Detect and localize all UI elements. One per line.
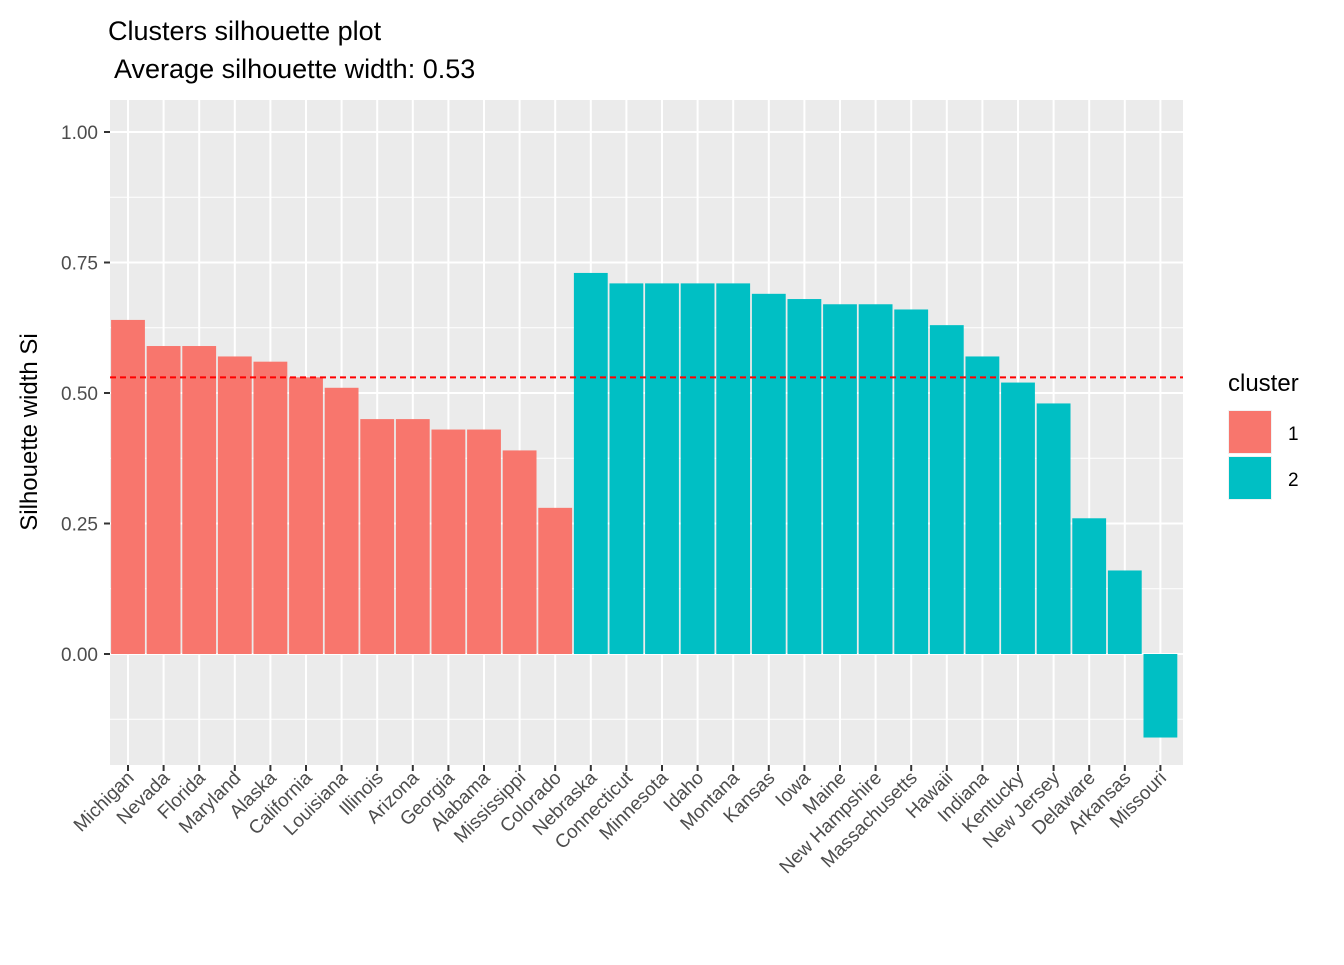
legend-swatch-cluster-1 [1229,411,1271,453]
bar-maine [823,304,857,654]
bar-mississippi [502,450,537,654]
y-tick-label: 0.75 [61,254,98,275]
legend-title: cluster [1228,370,1299,397]
legend-label-cluster-1: 1 [1288,424,1299,445]
bar-delaware [1072,518,1107,654]
bar-arkansas [1107,570,1142,654]
y-tick-label: 0.25 [61,515,98,536]
y-tick-label: 0.00 [61,645,98,666]
legend-swatch-cluster-2 [1229,457,1271,499]
bar-nebraska [573,272,608,654]
bar-indiana [965,356,1000,654]
bars [111,272,1178,738]
bar-massachusetts [894,309,929,654]
bar-iowa [787,299,822,654]
chart-subtitle: Average silhouette width: 0.53 [108,54,475,84]
bar-kansas [751,293,786,654]
bar-michigan [111,319,145,654]
bar-connecticut [609,283,644,654]
legend: cluster 12 [1228,370,1299,500]
bar-alabama [467,429,501,654]
bar-new-jersey [1036,403,1071,654]
y-tick-label: 1.00 [61,123,98,144]
bar-hawaii [929,325,964,654]
bar-georgia [431,429,466,654]
bar-idaho [680,283,715,654]
bar-california [289,377,323,654]
bar-missouri [1143,654,1178,738]
bar-florida [182,346,217,654]
bar-kentucky [1001,382,1035,654]
chart-title: Clusters silhouette plot [108,16,382,46]
bar-montana [716,283,751,654]
y-tick-label: 0.50 [61,384,98,405]
legend-items: 12 [1228,410,1299,500]
bar-colorado [538,507,573,654]
bar-louisiana [324,387,359,654]
bar-alaska [253,361,288,654]
bar-new-hampshire [858,304,893,654]
bar-illinois [360,419,395,654]
legend-label-cluster-2: 2 [1288,470,1299,491]
bar-nevada [146,346,181,654]
x-axis: MichiganNevadaFloridaMarylandAlaskaCalif… [70,765,1171,878]
bar-minnesota [645,283,679,654]
bar-maryland [217,356,252,654]
y-axis: 0.00 0.25 0.50 0.75 1.00 [61,123,110,666]
bar-arizona [395,419,430,654]
y-axis-label: Silhouette width Si [16,333,43,530]
